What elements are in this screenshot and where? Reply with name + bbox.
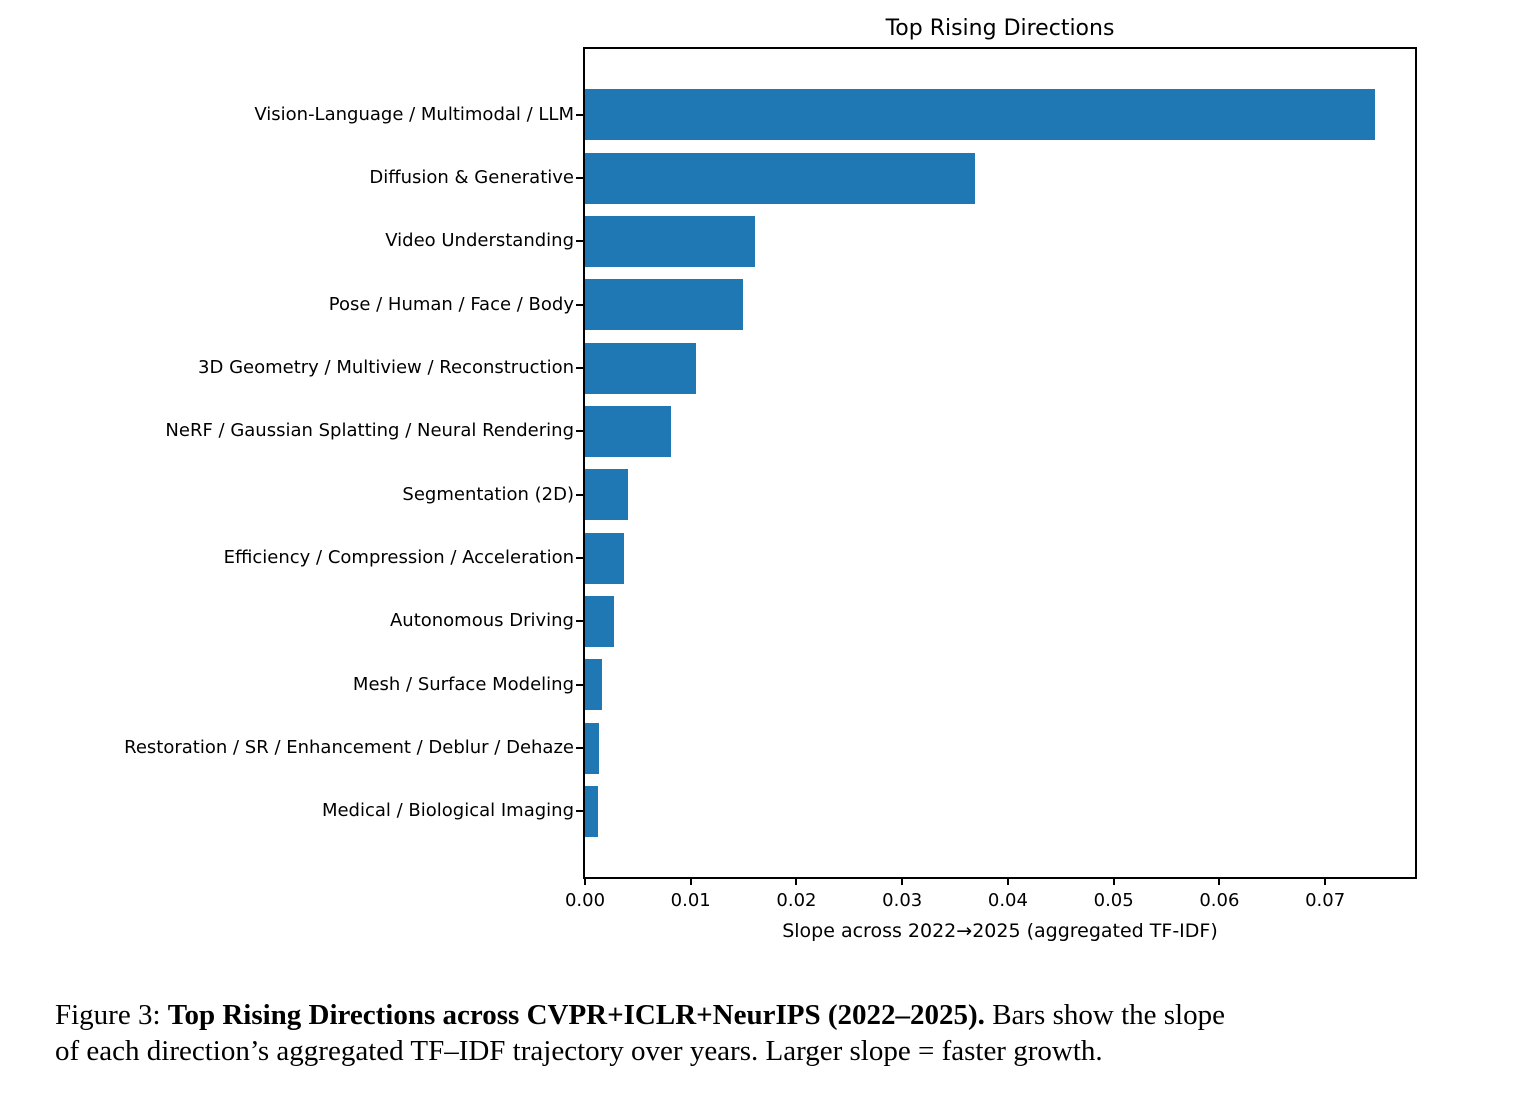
- bar: [585, 152, 976, 204]
- y-axis-label: 3D Geometry / Multiview / Reconstruction: [198, 357, 574, 378]
- y-axis-label: Video Understanding: [385, 230, 574, 252]
- x-tick-mark: [795, 877, 798, 885]
- y-axis-label: Pose / Human / Face / Body: [328, 293, 574, 315]
- y-axis-label: Restoration / SR / Enhancement / Deblur …: [124, 737, 574, 758]
- y-tick-mark: [576, 620, 583, 623]
- x-tick-label: 0.05: [1093, 890, 1134, 911]
- y-tick-mark: [576, 430, 583, 433]
- x-tick-mark: [689, 877, 692, 885]
- x-tick-mark: [1324, 877, 1327, 885]
- y-axis-label: Medical / Biological Imaging: [321, 800, 574, 822]
- x-tick-label: 0.06: [1199, 890, 1240, 911]
- bar: [585, 215, 756, 267]
- y-axis-label: Vision-Language / Multimodal / LLM: [254, 103, 574, 125]
- bar: [585, 595, 614, 647]
- x-tick-mark: [1112, 877, 1115, 885]
- bar: [585, 89, 1375, 141]
- caption-line1-text: Bars show the slope: [984, 999, 1225, 1031]
- caption-line-2: of each direction’s aggregated TF–IDF tr…: [55, 1035, 1103, 1067]
- bar: [585, 532, 625, 584]
- y-axis-label: Segmentation (2D): [402, 483, 574, 505]
- bar: [585, 342, 697, 394]
- y-axis-label: Diffusion & Generative: [369, 167, 574, 188]
- y-axis-label: Efficiency / Compression / Acceleration: [223, 547, 574, 568]
- bar: [585, 405, 671, 457]
- y-tick-mark: [576, 240, 583, 243]
- y-tick-mark: [576, 113, 583, 116]
- x-tick-mark: [1218, 877, 1221, 885]
- y-tick-mark: [576, 493, 583, 496]
- x-axis-title: Slope across 2022→2025 (aggregated TF-ID…: [782, 920, 1218, 942]
- bar: [585, 722, 599, 774]
- caption-bold-title: Top Rising Directions across CVPR+ICLR+N…: [167, 999, 985, 1031]
- bar: [585, 469, 629, 521]
- x-tick-label: 0.02: [776, 890, 817, 911]
- bar: [585, 279, 743, 331]
- x-tick-label: 0.01: [670, 890, 711, 911]
- x-tick-label: 0.00: [564, 890, 606, 911]
- x-tick-label: 0.03: [882, 890, 923, 911]
- bar: [585, 785, 598, 837]
- y-axis-labels: Vision-Language / Multimodal / LLM Diffus…: [0, 49, 574, 877]
- y-axis-label: Autonomous Driving: [389, 610, 574, 632]
- y-axis-label: Mesh / Surface Modeling: [352, 673, 574, 695]
- x-tick-label: 0.07: [1305, 890, 1346, 911]
- caption-line-1: Figure 3: Top Rising Directions across C…: [55, 997, 1485, 1033]
- y-tick-mark: [576, 810, 583, 813]
- caption-figure-label: Figure 3:: [55, 999, 168, 1031]
- x-tick-mark: [1006, 877, 1009, 885]
- figure-caption: Figure 3: Top Rising Directions across C…: [55, 997, 1485, 1069]
- y-tick-mark: [576, 683, 583, 686]
- chart-title: Top Rising Directions: [885, 16, 1115, 41]
- x-tick-mark: [584, 877, 586, 885]
- bar: [585, 659, 602, 711]
- plot-area: 0.00 0.01 0.02 0.03 0.04 0.05 0.06 0.07: [565, 47, 1417, 911]
- x-tick-label: 0.04: [987, 890, 1028, 911]
- y-tick-mark: [576, 367, 583, 369]
- x-tick-mark: [901, 877, 904, 885]
- y-axis-label: NeRF / Gaussian Splatting / Neural Rende…: [165, 420, 574, 442]
- y-tick-mark: [576, 177, 583, 179]
- y-tick-mark: [576, 557, 583, 559]
- y-tick-mark: [576, 303, 583, 306]
- y-tick-mark: [576, 747, 583, 749]
